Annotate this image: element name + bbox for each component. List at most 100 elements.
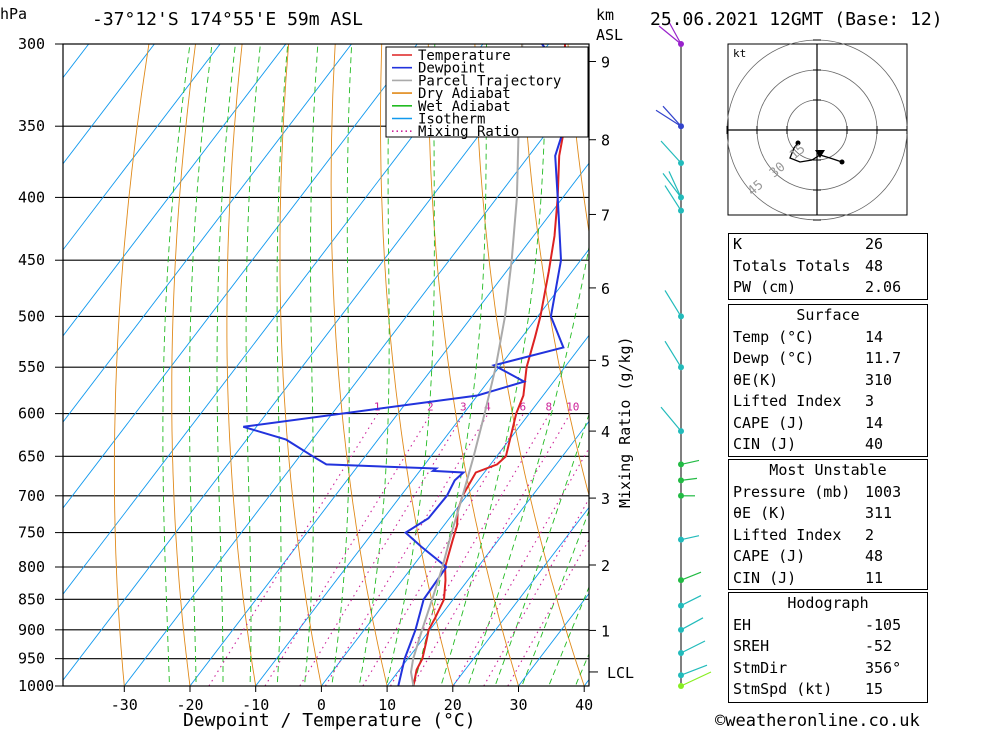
row-value: 48 (865, 547, 884, 565)
mixing-ratio-label: 6 (520, 401, 527, 414)
pressure-tick-label: 450 (18, 251, 45, 269)
chart-curves: 1 2 3 4 6 8 10 15 20 25 (243, 44, 669, 686)
legend-entry: Dewpoint (418, 61, 485, 77)
dry-adiabat-line (171, 44, 196, 686)
height-tick-label: 6 (601, 280, 610, 298)
wind-barb (680, 571, 702, 581)
table-row: Temp (°C) 14 (729, 327, 927, 349)
height-tick-label: 3 (601, 490, 610, 508)
row-value: 311 (865, 504, 893, 522)
row-key: K (733, 235, 743, 253)
table-row: θE (K) 311 (729, 503, 927, 525)
mixing-ratio-label: 2 (427, 401, 434, 414)
isotherm-line (63, 44, 155, 165)
wind-barb (668, 21, 682, 45)
wind-barb (662, 173, 682, 198)
row-value: 2 (865, 525, 875, 544)
temperature-tick-label: -20 (176, 696, 203, 714)
series-dewpoint (243, 44, 570, 686)
mixing-ratio-line (264, 413, 432, 686)
mixing-ratio-label: 1 (374, 401, 381, 414)
dry-adiabat-line (520, 44, 589, 497)
pressure-tick-label: 1000 (18, 677, 54, 695)
mixing-ratio-line (362, 413, 524, 686)
dry-adiabat-line (917, 0, 1000, 712)
datetime-title: 25.06.2021 12GMT (Base: 12) (650, 9, 943, 30)
isotherm-line (123, 76, 589, 686)
table-title: Hodograph (787, 594, 869, 612)
isotherm-line (452, 506, 589, 686)
legend-entry: Parcel Trajectory (418, 73, 561, 89)
row-key: Dewp (°C) (733, 349, 815, 367)
isotherm-line (386, 420, 589, 686)
mixing-ratio-label: 25 (656, 401, 669, 414)
wind-barb (668, 171, 682, 198)
pressure-tick-label: 900 (18, 621, 45, 639)
surface-table: Surface Temp (°C) 14 Dewp (°C) 11.7 θE(K) 310 L… (728, 304, 928, 457)
wind-barb (680, 595, 702, 607)
wet-adiabat-line (494, 413, 589, 686)
mixing-ratio-label: 4 (484, 401, 491, 414)
row-key: Pressure (mb) (733, 482, 851, 501)
mixing-ratio-axis-label: Mixing Ratio (g/kg) (616, 336, 634, 508)
wind-barb (680, 617, 704, 631)
isotherm-line (63, 44, 221, 251)
indices-table: K 26 Totals Totals 48 PW (cm) 2.06 (728, 233, 928, 300)
storm-motion-marker (815, 150, 825, 158)
height-tick-label: 1 (601, 622, 610, 640)
row-key: θE(K) (733, 370, 779, 389)
mixing-ratio-line (208, 413, 379, 686)
row-value: 48 (865, 256, 884, 275)
pressure-tick-label: 850 (18, 590, 45, 608)
table-row: EH -105 (729, 615, 927, 637)
wind-barb (680, 477, 698, 481)
wet-adiabat-line (276, 44, 289, 686)
row-value: 356° (865, 658, 902, 677)
wet-adiabat-line (303, 44, 319, 686)
temperature-tick-label: 0 (317, 696, 326, 714)
table-row: StmSpd (kt) 15 (729, 679, 927, 701)
wind-barb (664, 290, 682, 317)
hodograph-trace (789, 142, 843, 163)
row-value: 15 (865, 680, 884, 698)
temperature-tick-label: -10 (242, 696, 269, 714)
table-row: Lifted Index 2 (729, 525, 927, 547)
legend-box (385, 46, 589, 138)
row-key: Totals Totals (733, 256, 851, 275)
pressure-tick-label: 350 (18, 117, 45, 135)
wind-barb (655, 109, 682, 127)
mixing-ratio-label: 20 (633, 401, 646, 414)
height-tick-label: 7 (601, 206, 610, 224)
row-value: 3 (865, 392, 875, 410)
height-tick-label: 5 (601, 352, 610, 370)
copyright-text: ©weatheronline.co.uk (715, 711, 920, 731)
table-row: CAPE (J) 48 (729, 546, 927, 568)
chart-axes: 3003504004505005506006507007508008509009… (18, 35, 610, 714)
mixing-ratio-line (390, 413, 550, 686)
asl-label: ASL (596, 26, 623, 44)
row-key: StmSpd (kt) (733, 680, 833, 698)
hodograph-point (795, 140, 801, 146)
row-key: CIN (J) (733, 435, 797, 453)
mixing-ratio-line (299, 413, 465, 686)
pressure-tick-label: 800 (18, 558, 45, 576)
wet-adiabat-line (440, 44, 547, 686)
isotherm-line (63, 44, 353, 423)
table-title: Surface (796, 306, 860, 324)
row-key: EH (733, 615, 752, 634)
pressure-tick-label: 400 (18, 188, 45, 206)
mixing-ratio-label: 8 (546, 401, 553, 414)
hodograph-point (839, 159, 845, 165)
wind-barb (680, 459, 700, 466)
wet-adiabat-line (358, 44, 391, 686)
row-value: 310 (865, 370, 893, 389)
series-parcel-trajectory (409, 44, 524, 686)
row-key: Temp (°C) (733, 327, 815, 346)
row-key: CAPE (J) (733, 547, 806, 565)
height-tick-label: 2 (601, 557, 610, 575)
pressure-tick-label: 600 (18, 405, 45, 423)
wet-adiabat-line (162, 44, 191, 686)
row-key: Lifted Index (733, 392, 842, 410)
